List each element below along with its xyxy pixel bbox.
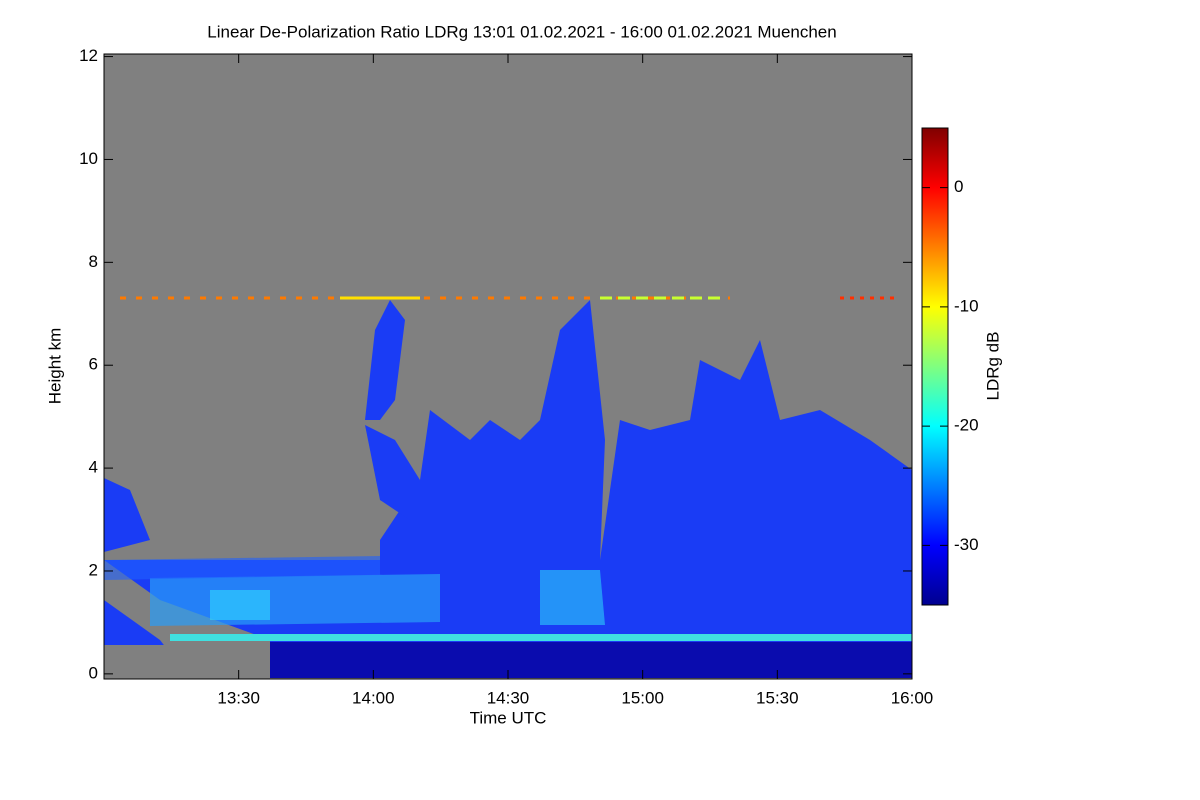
x-tick-label: 16:00 — [891, 688, 934, 707]
colorbar-tick-label: -10 — [954, 296, 979, 315]
x-tick-label: 13:30 — [217, 688, 260, 707]
colorbar-tick-label: 0 — [954, 177, 963, 196]
y-axis-label: Height km — [45, 328, 64, 405]
y-tick-label: 12 — [79, 46, 98, 65]
ldr-field — [104, 296, 912, 679]
x-tick-label: 15:30 — [756, 688, 799, 707]
colorbar-label: LDRg dB — [983, 332, 1002, 401]
y-tick-label: 8 — [89, 252, 98, 271]
colorbar-tick-label: -30 — [954, 535, 979, 554]
colorbar-tick-label: -20 — [954, 416, 979, 435]
y-tick-label: 6 — [89, 355, 98, 374]
y-tick-label: 4 — [89, 458, 98, 477]
x-tick-label: 15:00 — [621, 688, 664, 707]
y-tick-label: 10 — [79, 149, 98, 168]
x-tick-label: 14:00 — [352, 688, 395, 707]
y-tick-label: 2 — [89, 560, 98, 579]
colorbar — [921, 127, 949, 606]
chart-title: Linear De-Polarization Ratio LDRg 13:01 … — [207, 22, 836, 41]
y-tick-label: 0 — [89, 663, 98, 682]
x-axis-label: Time UTC — [470, 708, 547, 727]
x-tick-label: 14:30 — [487, 688, 530, 707]
